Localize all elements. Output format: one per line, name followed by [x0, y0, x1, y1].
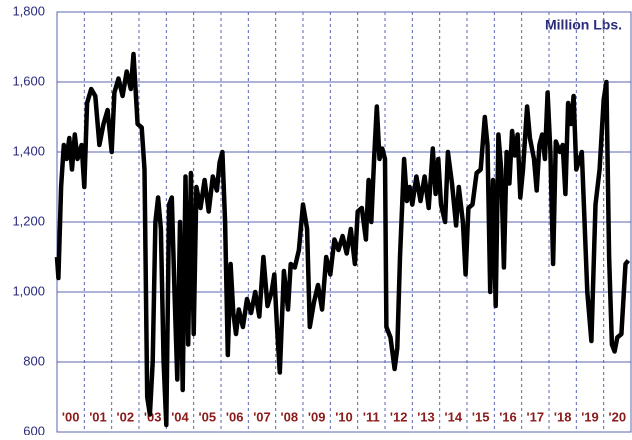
x-tick-label: '07 — [253, 409, 271, 424]
x-tick-label: '04 — [171, 409, 189, 424]
x-tick-label: '00 — [62, 409, 80, 424]
y-tick-label: 800 — [23, 353, 45, 368]
x-tick-label: '17 — [527, 409, 545, 424]
x-tick-label: '03 — [144, 409, 162, 424]
x-tick-label: '10 — [335, 409, 353, 424]
y-tick-label: 1,800 — [12, 3, 45, 18]
x-tick-label: '06 — [226, 409, 244, 424]
y-tick-label: 1,200 — [12, 213, 45, 228]
x-tick-label: '13 — [417, 409, 435, 424]
x-tick-label: '08 — [281, 409, 299, 424]
x-tick-label: '16 — [499, 409, 517, 424]
x-tick-label: '14 — [445, 409, 463, 424]
x-tick-label: '02 — [117, 409, 135, 424]
x-tick-label: '20 — [609, 409, 627, 424]
y-tick-label: 1,600 — [12, 73, 45, 88]
unit-annotation: Million Lbs. — [545, 17, 622, 33]
x-tick-label: '19 — [581, 409, 599, 424]
y-tick-label: 1,400 — [12, 143, 45, 158]
x-tick-label: '01 — [89, 409, 107, 424]
x-tick-label: '15 — [472, 409, 490, 424]
x-tick-label: '11 — [363, 409, 380, 424]
data-line — [54, 51, 631, 428]
x-tick-label: '12 — [390, 409, 408, 424]
y-tick-label: 600 — [23, 423, 45, 435]
x-tick-label: '05 — [199, 409, 217, 424]
y-tick-label: 1,000 — [12, 283, 45, 298]
x-tick-label: '09 — [308, 409, 326, 424]
x-tick-label: '18 — [554, 409, 572, 424]
